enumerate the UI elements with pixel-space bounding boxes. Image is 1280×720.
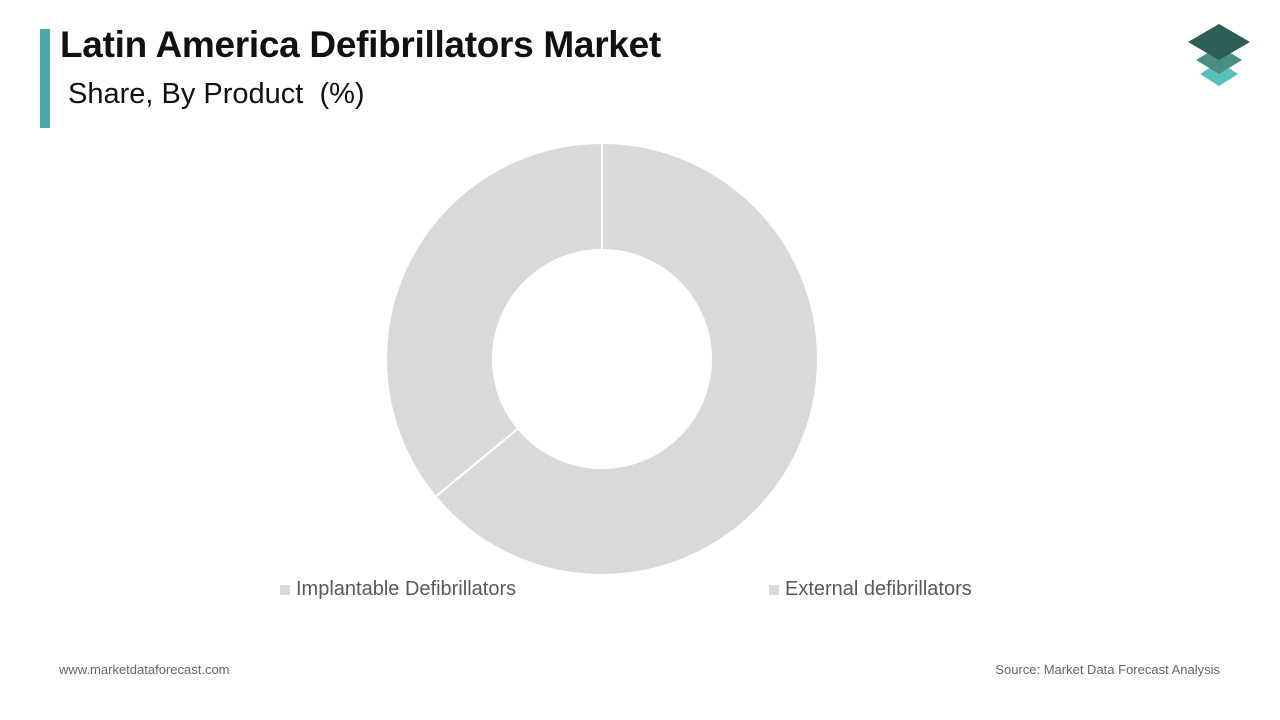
donut-slice-implantable-defibrillators [434,141,819,576]
logo-layer-top [1188,24,1250,60]
legend-swatch [280,584,290,595]
donut-slice-external-defibrillators [385,141,603,499]
donut-slices [385,141,819,576]
legend-label: External defibrillators [785,578,972,600]
page-title: Latin America Defibrillators Market [60,24,661,65]
legend-swatch [769,584,779,595]
legend-item-external: External defibrillators [769,578,972,601]
legend-item-implantable: Implantable Defibrillators [280,578,516,601]
title-accent-bar [40,29,50,128]
footer-source: Source: Market Data Forecast Analysis [995,662,1220,677]
legend-label: Implantable Defibrillators [296,578,517,600]
footer-website: www.marketdataforecast.com [59,662,230,677]
page-subtitle: Share, By Product (%) [68,78,365,110]
stacked-layers-icon [1188,24,1250,86]
